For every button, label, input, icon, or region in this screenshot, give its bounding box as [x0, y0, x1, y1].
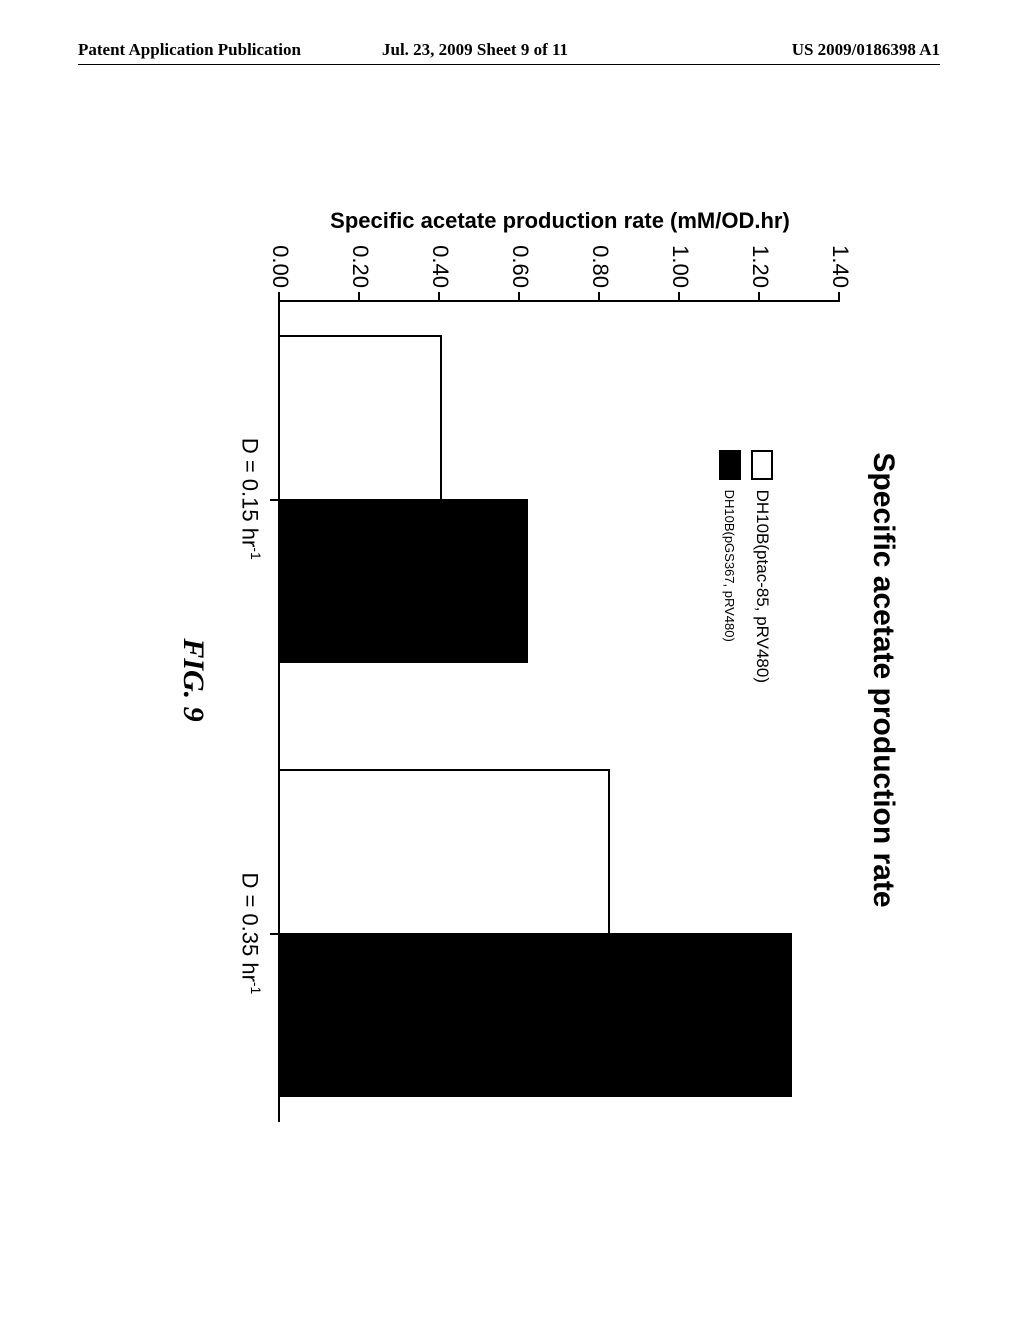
- header-rule: [78, 64, 940, 65]
- page: Patent Application Publication Jul. 23, …: [0, 0, 1024, 1320]
- chart-title: Specific acetate production rate: [866, 170, 900, 1190]
- figure-caption: FIG. 9: [176, 170, 210, 1190]
- y-tick: [678, 292, 680, 302]
- y-tick-label: 0.80: [587, 245, 613, 288]
- y-tick-label: 0.40: [427, 245, 453, 288]
- header-middle: Jul. 23, 2009 Sheet 9 of 11: [382, 40, 568, 60]
- y-tick: [838, 292, 840, 302]
- y-tick-label: 1.00: [667, 245, 693, 288]
- y-tick-label: 0.60: [507, 245, 533, 288]
- header-left: Patent Application Publication: [78, 40, 301, 60]
- y-axis-label: Specific acetate production rate (mM/OD.…: [280, 208, 840, 234]
- y-tick: [518, 292, 520, 302]
- chart-rotated-container: Specific acetate production rate Specifi…: [120, 170, 900, 1190]
- y-tick: [598, 292, 600, 302]
- x-tick-label: D = 0.15 hr-1: [237, 438, 264, 560]
- legend-item: DH10B(ptac-85, pRV480): [751, 450, 773, 683]
- y-tick: [278, 292, 280, 302]
- header-right: US 2009/0186398 A1: [792, 40, 940, 60]
- y-tick: [758, 292, 760, 302]
- x-tick-label: D = 0.35 hr-1: [237, 872, 264, 994]
- x-tick: [270, 499, 280, 501]
- bar: [280, 335, 442, 503]
- y-tick-label: 1.40: [827, 245, 853, 288]
- bar: [280, 769, 610, 937]
- y-tick-label: 0.00: [267, 245, 293, 288]
- legend-item: DH10B(pGS367, pRV480): [719, 450, 741, 683]
- bar: [280, 499, 528, 663]
- legend-swatch: [751, 450, 773, 480]
- legend-swatch: [719, 450, 741, 480]
- chart-plot-area: 0.000.200.400.600.801.001.201.40D = 0.15…: [278, 300, 840, 1122]
- bar: [280, 933, 792, 1097]
- x-tick: [270, 933, 280, 935]
- legend: DH10B(ptac-85, pRV480) DH10B(pGS367, pRV4…: [709, 450, 773, 683]
- legend-label: DH10B(pGS367, pRV480): [722, 490, 737, 642]
- y-tick: [438, 292, 440, 302]
- legend-label: DH10B(ptac-85, pRV480): [752, 490, 772, 683]
- y-tick-label: 1.20: [747, 245, 773, 288]
- y-tick: [358, 292, 360, 302]
- y-tick-label: 0.20: [347, 245, 373, 288]
